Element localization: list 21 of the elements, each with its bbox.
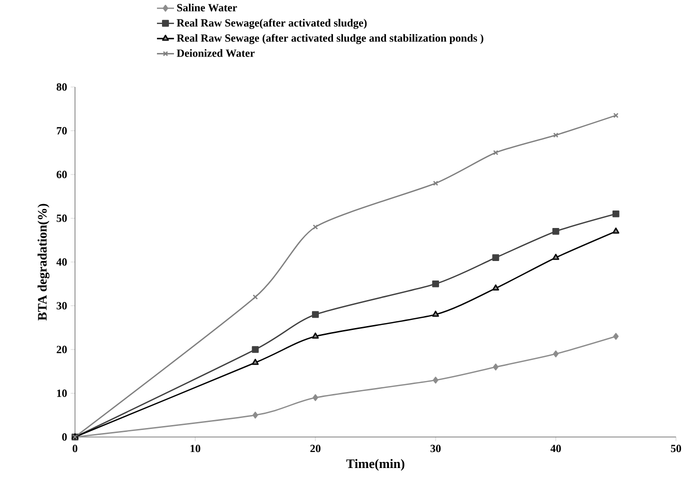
legend-label: Real Raw Sewage (after activated sludge and stabilization ponds ) — [176, 34, 484, 44]
x-tick-label: 20 — [310, 444, 320, 452]
y-tick-label: 20 — [56, 346, 67, 354]
x-tick-label: 40 — [550, 444, 561, 452]
y-tick-label: 0 — [62, 433, 67, 441]
legend-label: Deionized Water — [176, 49, 255, 57]
legend-label: Saline Water — [177, 4, 237, 12]
y-axis-title: BTA degradation(%) — [38, 204, 50, 320]
x-tick-label: 50 — [670, 444, 682, 452]
y-tick-label: 30 — [56, 302, 67, 310]
y-tick-label: 10 — [57, 390, 67, 397]
y-tick-label: 50 — [56, 214, 67, 222]
y-tick-label: 80 — [56, 83, 67, 91]
x-tick-label: 30 — [430, 444, 441, 452]
x-tick-label: 10 — [190, 444, 200, 452]
x-axis-title: Time(min) — [346, 459, 404, 471]
y-tick-label: 70 — [56, 127, 67, 134]
y-tick-label: 40 — [56, 258, 67, 266]
y-tick-label: 60 — [56, 170, 67, 178]
x-tick-label: 0 — [72, 444, 78, 452]
legend-label: Real Raw Sewage(after activated sludge) — [176, 18, 367, 29]
